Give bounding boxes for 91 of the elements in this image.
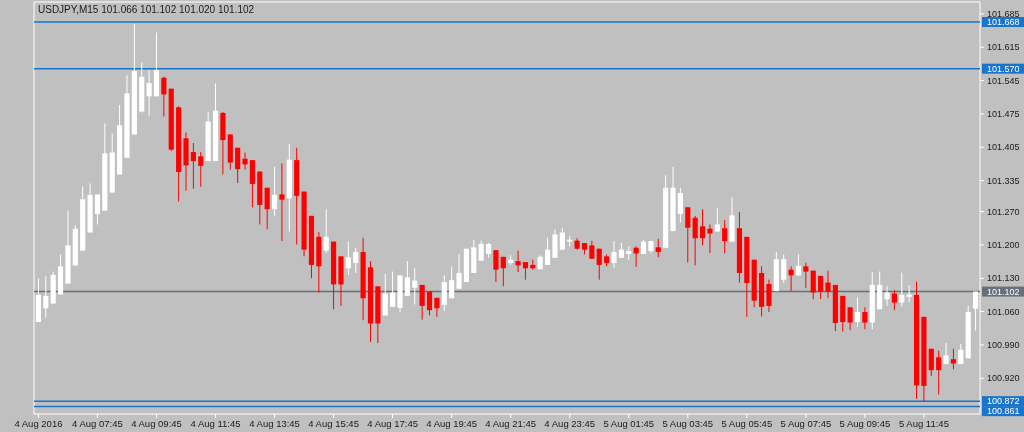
candlestick (781, 253, 787, 284)
ref-line-label: 101.102 (987, 286, 1020, 297)
candlestick (190, 142, 196, 190)
x-tick-label: 5 Aug 07:45 (780, 418, 832, 429)
x-tick-label: 5 Aug 05:45 (721, 418, 773, 429)
candlestick (345, 241, 351, 276)
x-tick-label: 4 Aug 19:45 (426, 418, 478, 429)
ref-line-label: 100.872 (987, 396, 1020, 407)
candlestick (714, 207, 720, 233)
x-tick-label: 4 Aug 2016 (14, 418, 63, 429)
candlestick (943, 342, 949, 365)
candlestick (810, 270, 816, 300)
x-tick-label: 5 Aug 11:45 (898, 418, 949, 429)
candlestick (323, 208, 329, 254)
candlestick (928, 348, 934, 377)
candlestick (249, 159, 255, 208)
candlestick (242, 152, 248, 171)
candlestick (854, 296, 861, 328)
y-tick-label: 101.475 (987, 109, 1020, 120)
candlestick (589, 240, 595, 260)
candlestick (936, 350, 942, 395)
candlestick (884, 285, 890, 307)
x-tick-label: 4 Aug 13:45 (249, 418, 300, 429)
y-tick-label: 101.685 (987, 9, 1020, 20)
candlestick (685, 206, 691, 264)
candlestick (699, 208, 706, 246)
candlestick (515, 250, 521, 273)
candlestick (441, 274, 447, 312)
candlestick (950, 348, 957, 370)
candlestick (449, 265, 455, 299)
candlestick (559, 227, 565, 251)
x-tick-label: 4 Aug 17:45 (367, 418, 418, 429)
candlestick (390, 271, 396, 308)
candlestick (611, 240, 617, 269)
x-tick-label: 4 Aug 23:45 (544, 418, 596, 429)
candlestick (552, 228, 558, 259)
candlestick (655, 238, 661, 258)
candlestick (500, 256, 506, 287)
ref-line-label: 100.861 (987, 406, 1020, 417)
x-tick-label: 5 Aug 09:45 (839, 418, 891, 429)
x-tick-label: 4 Aug 09:45 (131, 418, 182, 429)
candlestick (94, 193, 101, 225)
candlestick (847, 306, 853, 331)
y-tick-label: 100.990 (987, 340, 1020, 351)
x-tick-label: 4 Aug 15:45 (308, 418, 359, 429)
candlestick (279, 162, 285, 242)
candlestick (803, 262, 809, 289)
candlestick (353, 247, 359, 274)
candlestick (677, 187, 683, 224)
y-tick-label: 101.060 (987, 306, 1020, 317)
candlestick (766, 279, 772, 313)
candlestick (419, 284, 425, 321)
candlestick (456, 253, 462, 290)
candlestick (478, 240, 484, 262)
candlestick (404, 260, 410, 297)
y-tick-label: 101.130 (987, 273, 1020, 284)
candlestick (43, 275, 49, 319)
ref-line-label: 101.570 (987, 63, 1020, 74)
candlestick (707, 223, 713, 254)
x-tick-label: 4 Aug 07:45 (72, 418, 123, 429)
ref-line-label: 101.668 (987, 17, 1020, 28)
candlestick (493, 249, 499, 283)
candlestick (412, 267, 418, 305)
candlestick (899, 272, 905, 308)
candlestick (545, 237, 551, 266)
candlestick (235, 147, 241, 184)
candlestick (596, 248, 602, 281)
candlestick (825, 270, 831, 299)
x-tick-label: 4 Aug 21:45 (485, 418, 537, 429)
candlestick (161, 76, 167, 117)
y-tick-label: 100.920 (987, 373, 1020, 384)
candlestick (958, 343, 964, 365)
candlestick (891, 289, 897, 311)
chart-title: USDJPY,M15 101.066 101.102 101.020 101.102 (38, 4, 255, 15)
candlestick (271, 166, 278, 217)
candlestick (862, 306, 868, 330)
x-tick-label: 5 Aug 01:45 (603, 418, 655, 429)
candlestick (198, 151, 204, 188)
y-tick-label: 101.615 (987, 42, 1020, 53)
y-tick-label: 101.405 (987, 142, 1020, 153)
y-tick-label: 101.335 (987, 175, 1020, 186)
candlestick (382, 273, 388, 316)
x-tick-label: 5 Aug 03:45 (662, 418, 714, 429)
candlestick (722, 219, 728, 254)
x-tick-label: 4 Aug 11:45 (190, 418, 241, 429)
candlestick (692, 215, 698, 266)
candlestick (264, 187, 270, 230)
y-tick-label: 101.200 (987, 240, 1020, 251)
y-tick-label: 101.545 (987, 75, 1020, 86)
candlestick (146, 69, 152, 117)
y-tick-label: 101.270 (987, 206, 1020, 217)
